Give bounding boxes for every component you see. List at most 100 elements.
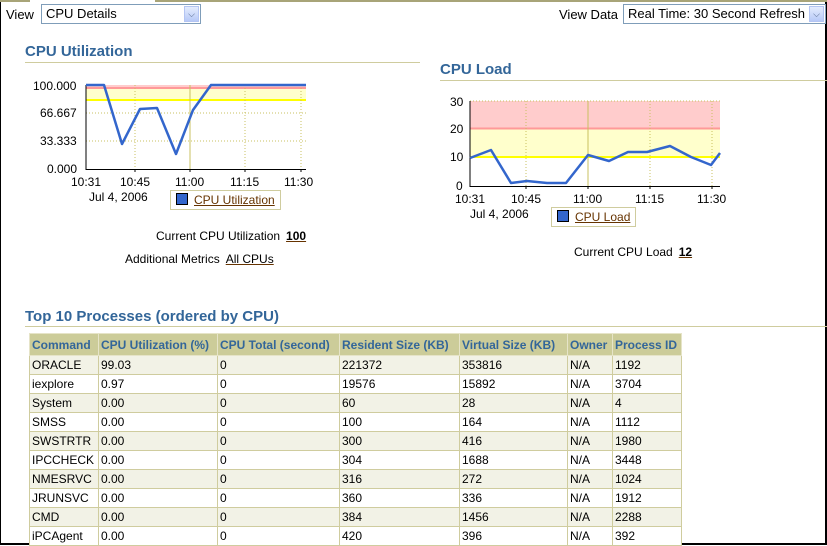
current-cpu-utilization-label: Current CPU Utilization	[156, 229, 281, 243]
cell-process-id: 1112	[612, 412, 682, 432]
chevron-down-icon[interactable]: ⌵	[184, 6, 199, 22]
y-tick: 0	[456, 179, 463, 193]
x-tick: 10:31	[71, 175, 102, 189]
cell-resident-size: 384	[339, 507, 460, 527]
cell-owner: N/A	[567, 469, 613, 489]
x-tick: 11:00	[175, 175, 205, 189]
x-tick: 11:15	[230, 175, 260, 189]
view-data-select-value: Real Time: 30 Second Refresh	[628, 6, 806, 21]
all-cpus-link[interactable]: All CPUs	[225, 252, 274, 266]
x-tick: 10:45	[511, 192, 542, 206]
cell-process-id: 3448	[612, 450, 682, 470]
cell-resident-size: 420	[339, 526, 460, 546]
cpu-load-title: CPU Load	[440, 61, 512, 78]
cell-cpu-total: 0	[217, 431, 340, 451]
cell-cpu-total: 0	[217, 507, 340, 527]
cell-cpu-total: 0	[217, 412, 340, 432]
y-tick: 33.333	[40, 134, 77, 148]
cell-command: SMSS	[29, 412, 99, 432]
view-data-select[interactable]: Real Time: 30 Second Refresh ⌵	[623, 4, 826, 24]
table-row: NMESRVC 0.00 0 316 272 N/A 1024	[29, 469, 682, 489]
table-row: ORACLE 99.03 0 221372 353816 N/A 1192	[29, 355, 682, 375]
cell-cpu-utilization: 0.97	[98, 374, 218, 394]
table-row: System 0.00 0 60 28 N/A 4	[29, 393, 682, 413]
cell-command: iPCAgent	[29, 526, 99, 546]
cpu-utilization-legend-link[interactable]: CPU Utilization	[194, 193, 275, 207]
column-header: Owner	[567, 333, 613, 356]
processes-title: Top 10 Processes (ordered by CPU)	[25, 308, 279, 325]
cell-cpu-utilization: 0.00	[98, 450, 218, 470]
cell-process-id: 1024	[612, 469, 682, 489]
cell-command: CMD	[29, 507, 99, 527]
view-select-value: CPU Details	[46, 6, 117, 21]
cpu-load-legend-link[interactable]: CPU Load	[575, 210, 631, 224]
cell-cpu-total: 0	[217, 450, 340, 470]
column-header: CPU Total (second)	[217, 333, 340, 356]
cell-process-id: 392	[612, 526, 682, 546]
cell-cpu-total: 0	[217, 469, 340, 489]
cell-virtual-size: 416	[459, 431, 568, 451]
table-row: CMD 0.00 0 384 1456 N/A 2288	[29, 507, 682, 527]
cell-resident-size: 304	[339, 450, 460, 470]
cell-resident-size: 100	[339, 412, 460, 432]
cell-cpu-utilization: 0.00	[98, 412, 218, 432]
y-tick: 100.000	[33, 79, 77, 93]
cell-cpu-utilization: 0.00	[98, 393, 218, 413]
x-tick: 11:30	[284, 175, 314, 189]
cell-cpu-total: 0	[217, 488, 340, 508]
cell-owner: N/A	[567, 412, 613, 432]
legend-swatch	[176, 193, 188, 205]
cell-cpu-total: 0	[217, 393, 340, 413]
cell-owner: N/A	[567, 393, 613, 413]
cell-command: iexplore	[29, 374, 99, 394]
legend-swatch	[557, 210, 569, 222]
view-label: View	[6, 7, 34, 22]
cell-virtual-size: 353816	[459, 355, 568, 375]
y-tick: 10	[450, 150, 464, 164]
table-row: SMSS 0.00 0 100 164 N/A 1112	[29, 412, 682, 432]
cell-process-id: 1192	[612, 355, 682, 375]
additional-metrics: Additional Metrics All CPUs	[125, 252, 274, 266]
cell-resident-size: 360	[339, 488, 460, 508]
processes-table: Command CPU Utilization (%) CPU Total (s…	[29, 333, 682, 546]
cell-owner: N/A	[567, 374, 613, 394]
table-row: iexplore 0.97 0 19576 15892 N/A 3704	[29, 374, 682, 394]
cell-command: ORACLE	[29, 355, 99, 375]
cell-process-id: 3704	[612, 374, 682, 394]
cell-cpu-utilization: 0.00	[98, 431, 218, 451]
table-row: SWSTRTR 0.00 0 300 416 N/A 1980	[29, 431, 682, 451]
current-cpu-utilization-value[interactable]: 100	[286, 229, 307, 243]
cell-owner: N/A	[567, 355, 613, 375]
cell-process-id: 4	[612, 393, 682, 413]
column-header: CPU Utilization (%)	[98, 333, 218, 356]
cell-command: IPCCHECK	[29, 450, 99, 470]
cell-command: SWSTRTR	[29, 431, 99, 451]
table-row: iPCAgent 0.00 0 420 396 N/A 392	[29, 526, 682, 546]
cell-resident-size: 316	[339, 469, 460, 489]
cell-process-id: 2288	[612, 507, 682, 527]
cell-cpu-total: 0	[217, 526, 340, 546]
view-data-label: View Data	[559, 7, 619, 22]
cell-owner: N/A	[567, 526, 613, 546]
x-tick: 10:45	[120, 175, 151, 189]
cell-resident-size: 221372	[339, 355, 460, 375]
cpu-utilization-legend: CPU Utilization	[170, 190, 281, 210]
x-tick: 11:15	[635, 192, 665, 206]
current-cpu-load-label: Current CPU Load	[574, 245, 673, 259]
cpu-utilization-title: CPU Utilization	[25, 43, 133, 60]
current-cpu-load: Current CPU Load 12	[574, 245, 692, 259]
current-cpu-utilization: Current CPU Utilization 100	[156, 229, 306, 243]
current-cpu-load-value[interactable]: 12	[678, 245, 693, 259]
cell-owner: N/A	[567, 431, 613, 451]
column-header: Resident Size (KB)	[339, 333, 460, 356]
cpu-load-legend: CPU Load	[551, 207, 637, 227]
view-select[interactable]: CPU Details ⌵	[41, 4, 201, 24]
table-row: JRUNSVC 0.00 0 360 336 N/A 1912	[29, 488, 682, 508]
y-tick: 20	[450, 122, 464, 136]
top-border	[0, 0, 30, 2]
cell-cpu-utilization: 0.00	[98, 526, 218, 546]
chevron-down-icon[interactable]: ⌵	[809, 6, 824, 22]
y-tick: 0.000	[47, 162, 78, 176]
y-tick: 30	[450, 95, 464, 109]
